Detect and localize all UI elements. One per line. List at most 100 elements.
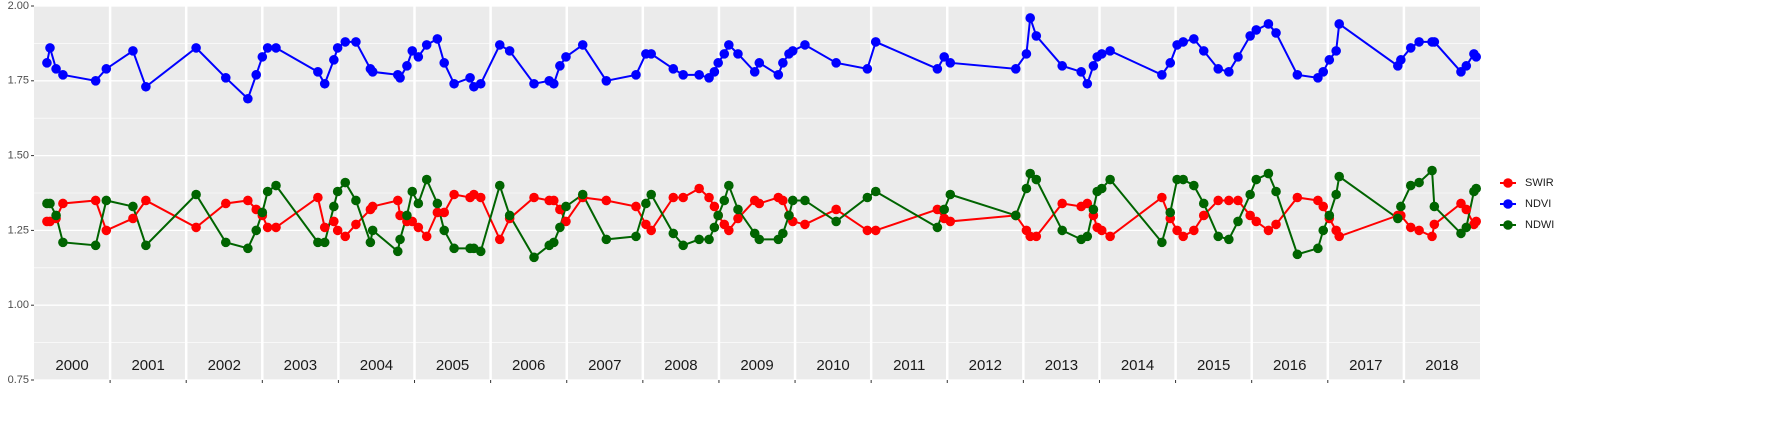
data-point xyxy=(407,186,418,197)
year-label: 2016 xyxy=(1273,357,1306,374)
data-point xyxy=(1251,174,1262,185)
data-point xyxy=(778,195,788,206)
data-point xyxy=(555,222,565,233)
data-point xyxy=(1427,165,1437,176)
data-point xyxy=(421,40,432,50)
data-point xyxy=(313,67,323,77)
data-point xyxy=(494,180,505,191)
data-point xyxy=(709,222,720,233)
data-point xyxy=(191,222,201,233)
data-point xyxy=(678,192,688,203)
data-point xyxy=(220,237,231,248)
data-point xyxy=(449,243,459,254)
data-point xyxy=(1021,49,1032,59)
data-point xyxy=(402,61,412,71)
data-point xyxy=(243,243,253,254)
data-point xyxy=(475,246,486,257)
year-label: 2008 xyxy=(664,357,697,374)
data-point xyxy=(529,78,539,89)
data-point xyxy=(329,201,339,212)
data-point xyxy=(1405,222,1416,233)
data-point xyxy=(1082,198,1093,209)
data-point xyxy=(787,46,798,56)
data-point xyxy=(421,174,432,185)
data-point xyxy=(724,180,734,191)
data-point xyxy=(257,52,268,62)
data-point xyxy=(1057,225,1067,236)
data-point xyxy=(51,64,61,74)
data-point xyxy=(392,246,403,257)
data-point xyxy=(641,198,651,209)
data-point xyxy=(1157,237,1167,248)
data-point xyxy=(1461,61,1472,71)
data-point xyxy=(1292,70,1303,80)
data-point xyxy=(1189,225,1199,236)
data-point xyxy=(413,222,424,233)
data-point xyxy=(271,222,281,233)
data-point xyxy=(1096,225,1107,236)
data-point xyxy=(1429,219,1440,230)
data-point xyxy=(870,37,881,47)
data-point xyxy=(475,78,486,89)
data-point xyxy=(1233,195,1243,206)
data-point xyxy=(1010,64,1021,74)
data-point xyxy=(332,225,343,236)
data-point xyxy=(191,43,201,53)
data-point xyxy=(939,204,950,215)
data-point xyxy=(1429,201,1440,212)
data-point xyxy=(631,231,641,242)
data-point xyxy=(1213,195,1223,206)
data-point xyxy=(719,49,730,59)
data-point xyxy=(449,189,459,200)
y-tick-label: 1.25 xyxy=(8,224,29,236)
data-point xyxy=(313,192,323,203)
data-point xyxy=(724,225,734,236)
data-point xyxy=(251,225,262,236)
data-point xyxy=(1088,204,1099,215)
data-point xyxy=(1189,34,1199,44)
data-point xyxy=(1393,213,1403,224)
data-point xyxy=(1396,201,1406,212)
data-point xyxy=(1471,216,1481,227)
data-point xyxy=(220,73,231,83)
data-point xyxy=(1198,210,1209,221)
data-point xyxy=(319,222,330,233)
data-point xyxy=(1224,195,1234,206)
data-point xyxy=(1165,207,1176,218)
data-point xyxy=(1405,43,1416,53)
data-point xyxy=(1334,231,1345,242)
data-point xyxy=(1224,234,1234,245)
data-point xyxy=(787,195,798,206)
data-point xyxy=(561,201,571,212)
year-label: 2010 xyxy=(816,357,849,374)
year-label: 2000 xyxy=(55,357,88,374)
data-point xyxy=(45,43,55,53)
data-point xyxy=(42,58,52,68)
data-point xyxy=(1331,46,1341,56)
data-point xyxy=(778,228,788,239)
data-point xyxy=(945,189,956,200)
data-point xyxy=(1245,31,1255,41)
data-point xyxy=(1405,180,1416,191)
legend-marker xyxy=(1503,199,1513,209)
data-point xyxy=(529,192,539,203)
data-point xyxy=(319,237,330,248)
year-label: 2011 xyxy=(893,357,925,374)
data-point xyxy=(1031,174,1042,185)
data-point xyxy=(713,58,723,68)
data-point xyxy=(1324,55,1335,65)
data-point xyxy=(1245,210,1255,221)
year-label: 2012 xyxy=(969,357,1002,374)
data-point xyxy=(1010,210,1021,221)
data-point xyxy=(1318,67,1329,77)
data-point xyxy=(1025,13,1036,23)
data-point xyxy=(1414,177,1424,188)
y-tick-label: 1.75 xyxy=(8,75,29,87)
data-point xyxy=(402,210,412,221)
data-point xyxy=(1429,37,1440,47)
data-point xyxy=(128,46,138,56)
data-point xyxy=(1198,46,1209,56)
data-point xyxy=(1318,201,1329,212)
data-point xyxy=(319,78,330,89)
legend-label: SWIR xyxy=(1525,177,1554,189)
